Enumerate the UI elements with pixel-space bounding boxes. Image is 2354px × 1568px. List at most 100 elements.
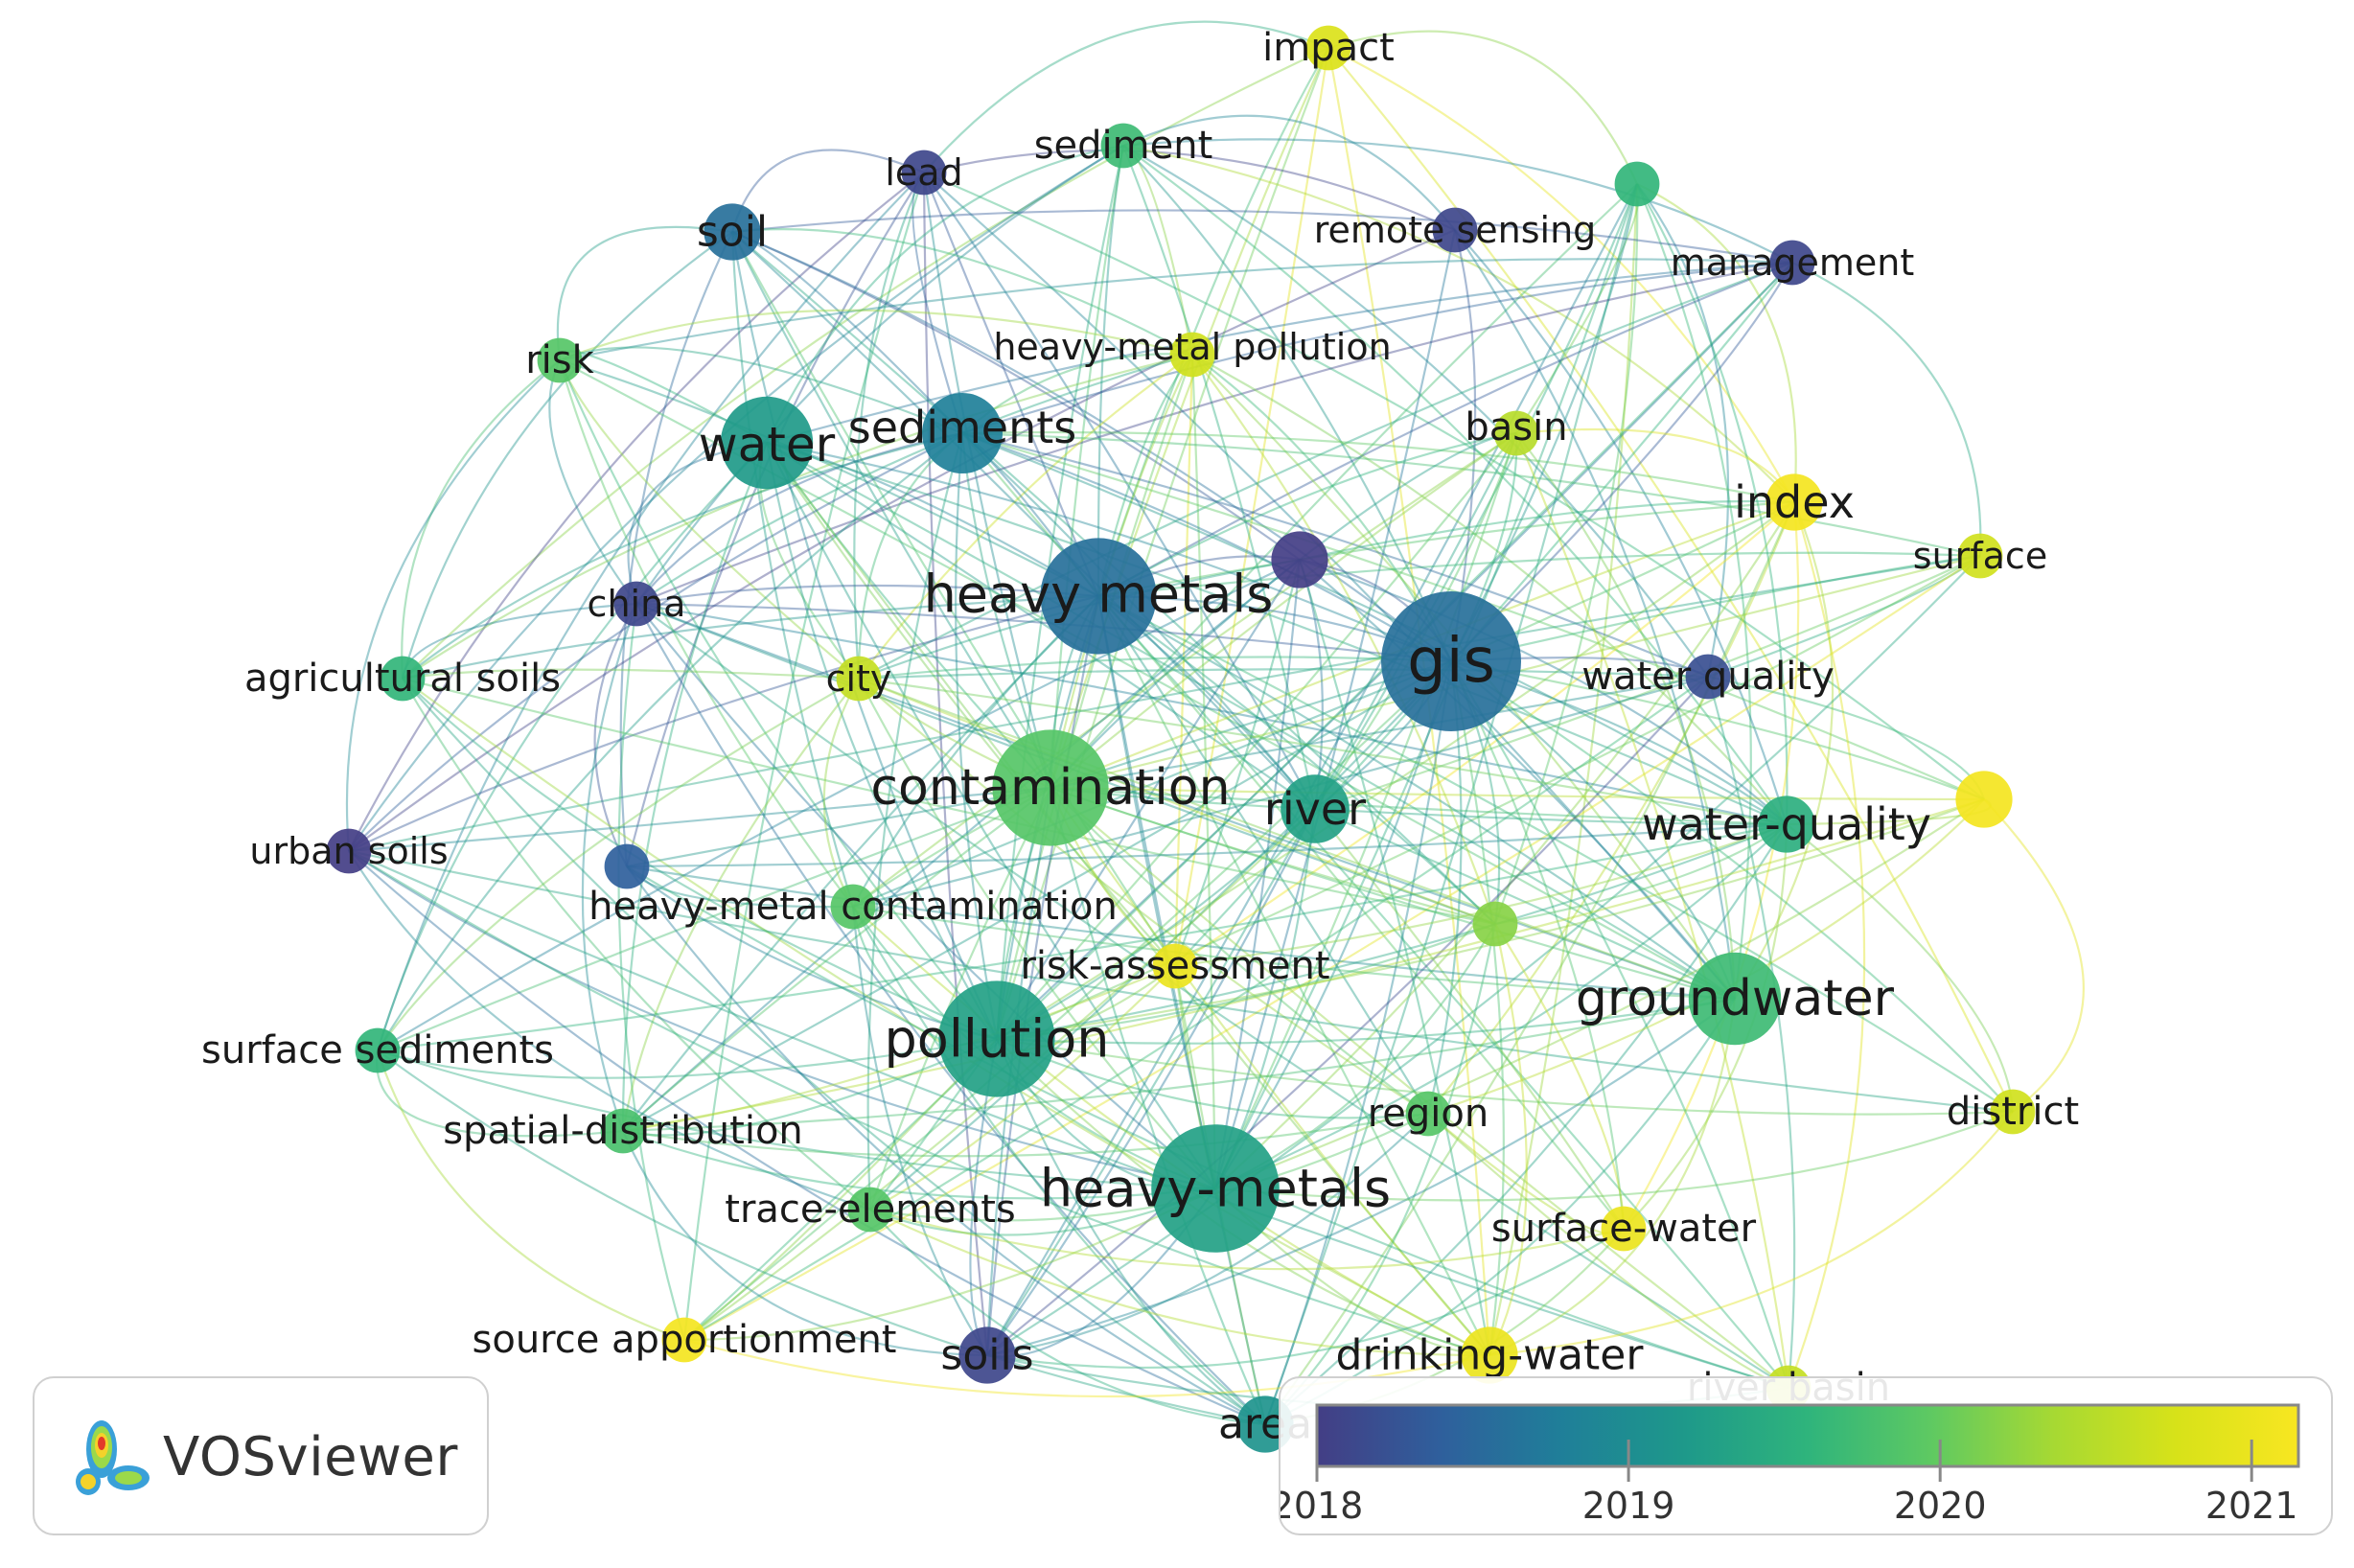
node-lead[interactable] (901, 150, 947, 196)
node-heavy-metal-pollution[interactable] (1169, 332, 1215, 378)
network-edge (1050, 787, 1490, 1356)
node-groundwater[interactable] (1688, 952, 1782, 1046)
node-surface[interactable] (1957, 533, 2003, 579)
network-edge (1450, 501, 1795, 663)
network-edge (401, 359, 561, 680)
node-n-unlabeled-3[interactable] (1955, 771, 2013, 828)
network-edge (852, 432, 1517, 908)
network-edge (1122, 145, 1788, 825)
network-edge (348, 228, 1456, 852)
node-index[interactable] (1766, 473, 1823, 531)
node-management[interactable] (1769, 240, 1815, 286)
node-basin[interactable] (1493, 410, 1539, 456)
network-edge (1214, 798, 1985, 1190)
node-contamination[interactable] (992, 729, 1109, 846)
node-region[interactable] (1405, 1091, 1451, 1137)
color-legend-gradient (1315, 1403, 2300, 1468)
node-n-unlabeled-4[interactable] (604, 843, 650, 889)
network-edge (1097, 595, 1736, 1000)
network-edge (1450, 660, 1737, 1000)
network-edge (377, 1037, 998, 1079)
node-water-quality-2[interactable] (1685, 654, 1731, 700)
network-edge (766, 442, 1316, 810)
node-remote-sensing[interactable] (1432, 207, 1478, 253)
network-edge (348, 850, 1216, 1190)
node-pollution[interactable] (938, 980, 1055, 1097)
node-heavy-metal-contamination[interactable] (830, 884, 876, 930)
network-edge (852, 595, 1099, 908)
node-district[interactable] (1990, 1089, 2036, 1135)
node-trace-elements[interactable] (847, 1187, 893, 1233)
node-soils[interactable] (958, 1326, 1016, 1384)
network-edge (1190, 354, 1217, 1189)
node-urban-soils[interactable] (326, 828, 372, 874)
node-sediments[interactable] (922, 393, 1003, 473)
node-river[interactable] (1281, 774, 1350, 843)
node-heavy-metals-2[interactable] (1151, 1124, 1280, 1253)
node-sediment[interactable] (1100, 123, 1146, 169)
node-agricultural-soils[interactable] (380, 656, 426, 702)
node-label-basin: basin (1465, 405, 1567, 450)
network-edge (635, 603, 1789, 1389)
network-edge (683, 808, 1316, 1341)
network-edge (402, 678, 1490, 1356)
network-edge (1174, 262, 1793, 967)
vosviewer-logo-text: VOSviewer (163, 1426, 458, 1488)
node-drinking-water[interactable] (1461, 1326, 1518, 1384)
node-heavy-metals[interactable] (1040, 538, 1157, 655)
network-edge (986, 1113, 1429, 1357)
network-edge (377, 432, 963, 1051)
node-label-risk-assessment: risk-assessment (1020, 944, 1329, 988)
network-edge (1623, 501, 1800, 1230)
node-n-unlabeled-2[interactable] (1271, 531, 1328, 588)
node-risk[interactable] (537, 337, 583, 383)
node-china[interactable] (613, 581, 659, 627)
network-edge (1488, 183, 1639, 1356)
node-n-unlabeled-1[interactable] (1614, 161, 1660, 207)
node-label-district: district (1947, 1090, 2079, 1134)
network-edge (682, 172, 926, 1341)
node-label-management: management (1671, 242, 1915, 284)
node-impact[interactable] (1305, 25, 1351, 71)
network-edges (345, 20, 2085, 1426)
node-gis[interactable] (1381, 591, 1521, 731)
network-edge (558, 359, 998, 1040)
network-edge (1787, 501, 1866, 1389)
node-source-apportionment[interactable] (661, 1317, 707, 1363)
network-edge (348, 145, 1124, 852)
network-edge (822, 678, 860, 908)
network-edge (1449, 660, 1505, 1356)
network-edge (869, 1113, 1429, 1222)
node-label-drinking-water: drinking-water (1336, 1331, 1645, 1380)
node-soil[interactable] (704, 203, 761, 261)
node-label-trace-elements: trace-elements (725, 1188, 1015, 1232)
network-edge (1427, 501, 1796, 1115)
network-edge (1450, 262, 1793, 662)
node-label-region: region (1368, 1092, 1489, 1136)
network-edge (559, 346, 963, 435)
network-edge (1122, 144, 1795, 503)
network-edge (1636, 183, 1789, 825)
node-n-unlabeled-5[interactable] (1472, 901, 1518, 947)
network-edge (1450, 554, 1981, 663)
node-water[interactable] (720, 396, 814, 490)
network-edge (1450, 660, 2014, 1113)
network-edge (995, 354, 1194, 1040)
network-edge (377, 1049, 1266, 1426)
node-surface-water[interactable] (1601, 1206, 1647, 1252)
network-edge (1214, 501, 1795, 1189)
node-spatial-distribution[interactable] (600, 1108, 646, 1154)
network-edge (376, 442, 768, 1051)
node-city[interactable] (836, 656, 882, 702)
node-water-quality[interactable] (1758, 796, 1815, 853)
network-edge (858, 261, 1793, 680)
node-risk-assessment[interactable] (1152, 943, 1198, 989)
network-edge (961, 430, 1795, 504)
network-edge (1174, 501, 1795, 967)
network-edge (621, 442, 769, 1132)
node-surface-sediments[interactable] (355, 1027, 401, 1073)
network-edge (766, 442, 1490, 1356)
network-edge (852, 906, 1266, 1425)
network-edge (1454, 229, 1789, 825)
node-label-heavy-metal-contamination: heavy-metal contamination (588, 885, 1118, 929)
